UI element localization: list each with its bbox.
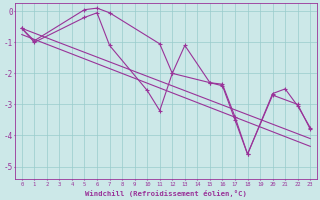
X-axis label: Windchill (Refroidissement éolien,°C): Windchill (Refroidissement éolien,°C) [85, 190, 247, 197]
